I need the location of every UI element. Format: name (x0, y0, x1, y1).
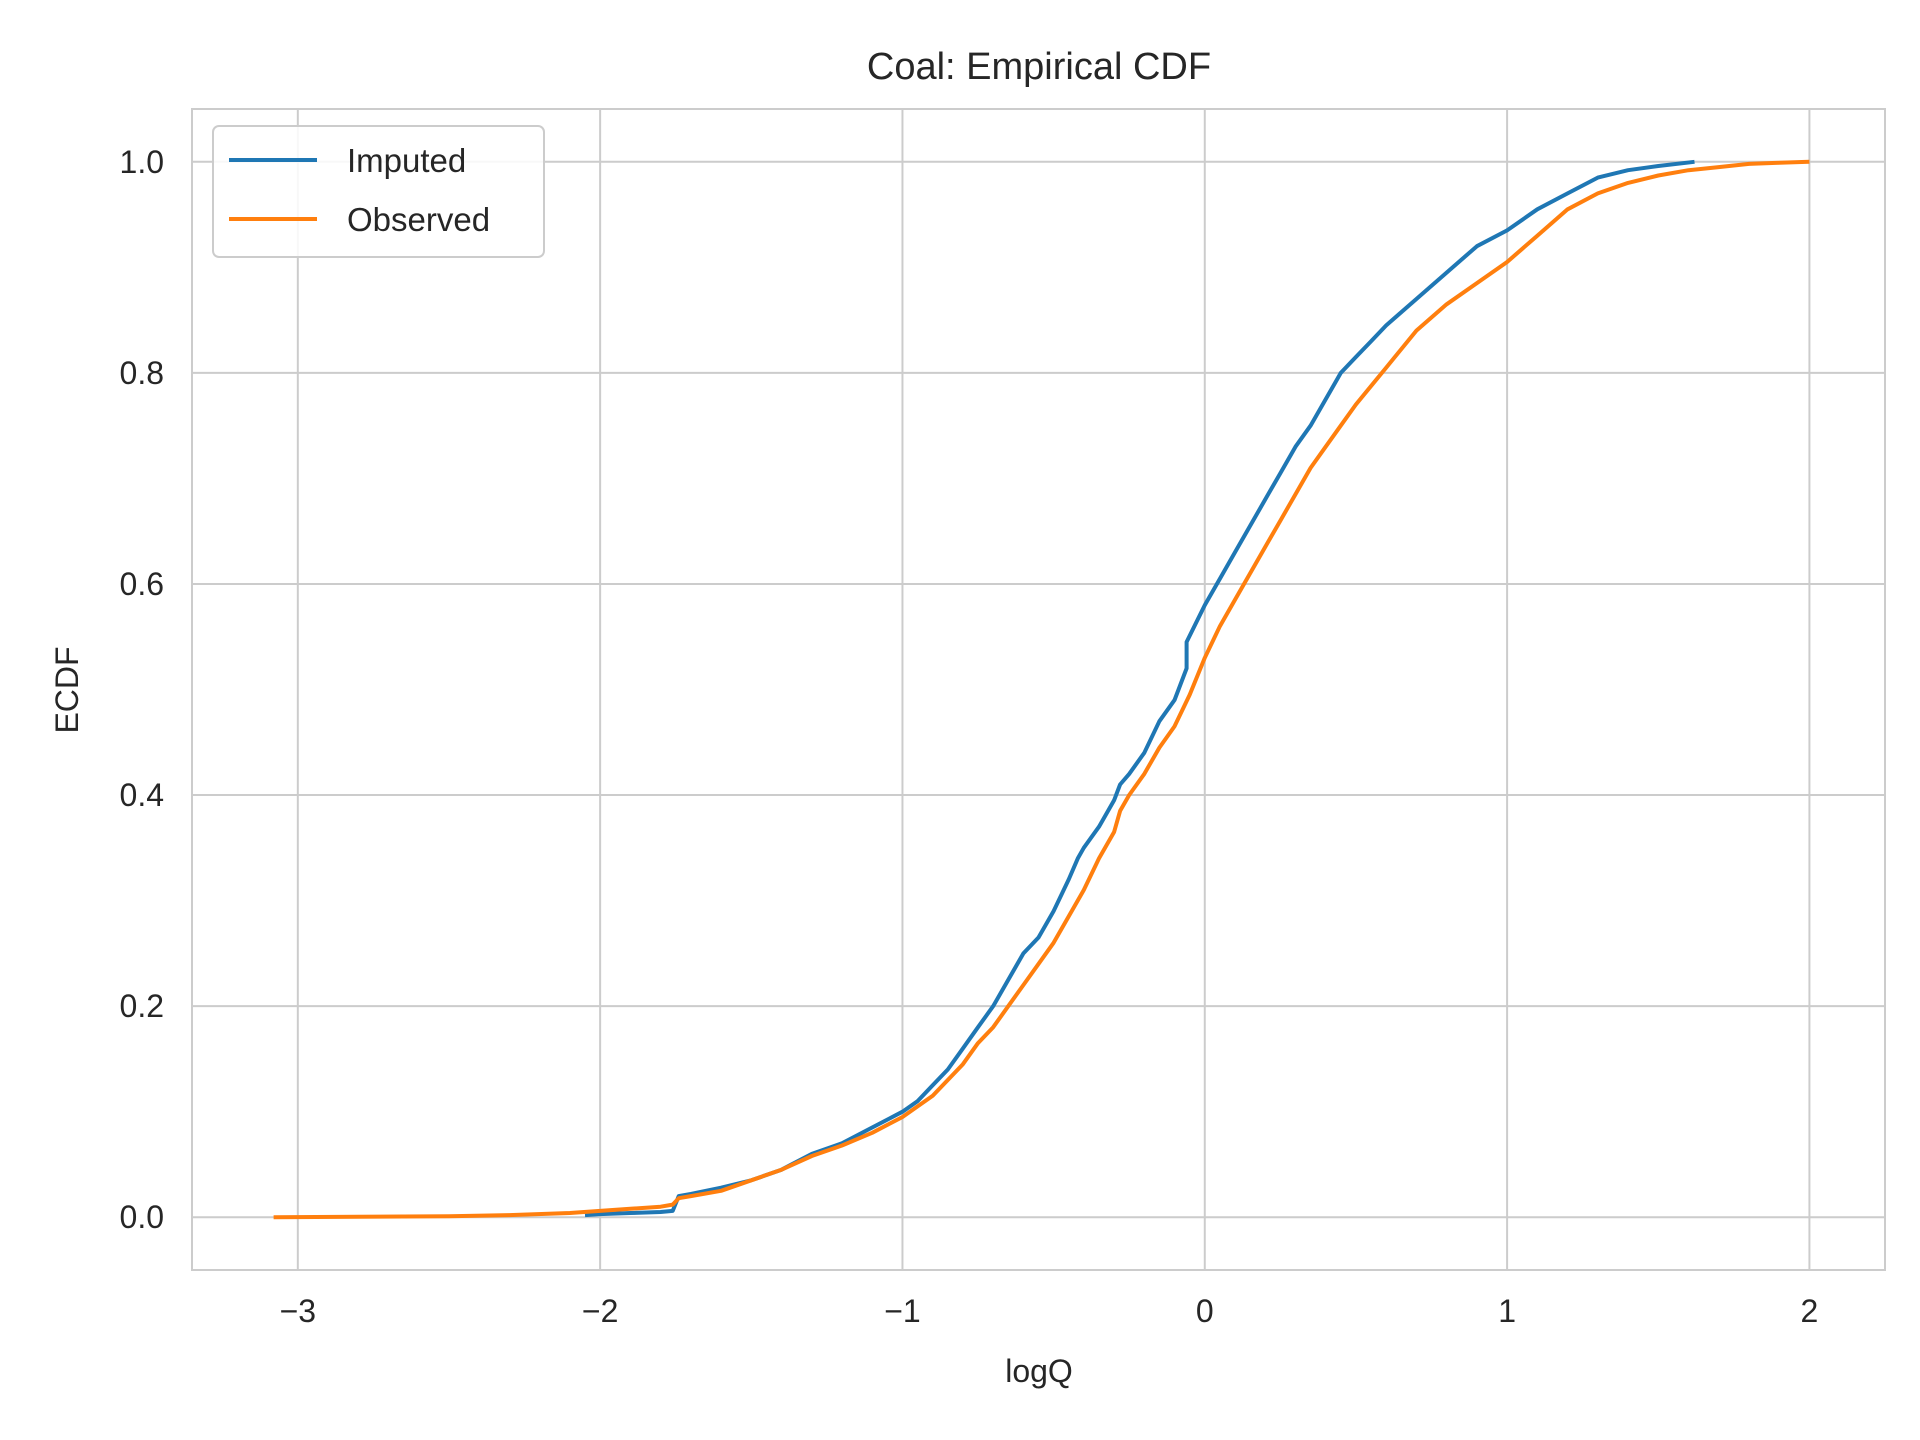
series-layer (273, 159, 1810, 1220)
x-tick-label: 2 (1801, 1293, 1819, 1329)
chart-title: Coal: Empirical CDF (867, 46, 1211, 88)
legend-label-imputed: Imputed (347, 142, 466, 179)
tick-labels: −3 −2 −1 0 1 2 0.0 0.2 0.4 0.6 0.8 1.0 (120, 144, 1819, 1329)
y-tick-label: 0.2 (120, 988, 164, 1024)
y-tick-label: 1.0 (120, 144, 164, 180)
grid (192, 109, 1885, 1270)
x-tick-label: 0 (1196, 1293, 1214, 1329)
x-tick-label: −3 (280, 1293, 316, 1329)
legend: Imputed Observed (212, 125, 545, 258)
y-tick-label: 0.8 (120, 355, 164, 391)
x-tick-label: 1 (1498, 1293, 1516, 1329)
y-tick-label: 0.0 (120, 1199, 164, 1235)
x-tick-label: −1 (884, 1293, 920, 1329)
legend-label-observed: Observed (347, 201, 490, 238)
x-tick-label: −2 (582, 1293, 618, 1329)
y-axis-label: ECDF (49, 646, 85, 733)
x-axis-label: logQ (1005, 1353, 1073, 1389)
y-tick-label: 0.6 (120, 566, 164, 602)
series-line-observed (273, 159, 1810, 1220)
plot-frame (191, 108, 1886, 1271)
series-line-imputed (584, 159, 1695, 1218)
y-tick-label: 0.4 (120, 777, 164, 813)
